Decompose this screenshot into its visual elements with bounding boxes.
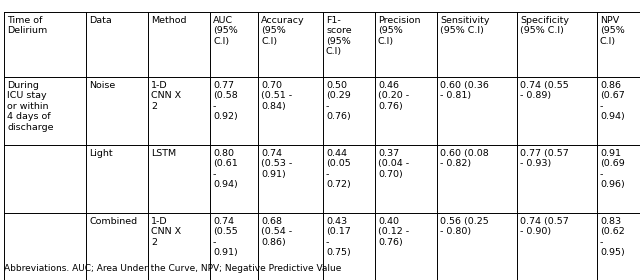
Text: Light: Light	[89, 149, 113, 158]
Text: Abbreviations. AUC; Area Under the Curve, NPV; Negative Predictive Value: Abbreviations. AUC; Area Under the Curve…	[4, 264, 341, 273]
Text: 0.74
(0.53 -
0.91): 0.74 (0.53 - 0.91)	[261, 149, 292, 179]
Text: 0.43
(0.17
-
0.75): 0.43 (0.17 - 0.75)	[326, 217, 351, 257]
Text: 0.70
(0.51 -
0.84): 0.70 (0.51 - 0.84)	[261, 81, 292, 111]
Text: Specificity
(95% C.I): Specificity (95% C.I)	[520, 16, 569, 35]
Text: 0.68
(0.54 -
0.86): 0.68 (0.54 - 0.86)	[261, 217, 292, 247]
Text: 0.91
(0.69
-
0.96): 0.91 (0.69 - 0.96)	[600, 149, 625, 189]
Text: Sensitivity
(95% C.I): Sensitivity (95% C.I)	[440, 16, 490, 35]
Text: 0.60 (0.08
- 0.82): 0.60 (0.08 - 0.82)	[440, 149, 489, 168]
Text: Time of
Delirium: Time of Delirium	[7, 16, 47, 35]
Text: Data: Data	[89, 16, 112, 25]
Text: 0.86
(0.67
-
0.94): 0.86 (0.67 - 0.94)	[600, 81, 625, 121]
Text: 1-D
CNN X
2: 1-D CNN X 2	[151, 217, 181, 247]
Text: 0.83
(0.62
-
0.95): 0.83 (0.62 - 0.95)	[600, 217, 625, 257]
Text: NPV
(95%
C.I): NPV (95% C.I)	[600, 16, 625, 46]
Text: 0.77
(0.58
-
0.92): 0.77 (0.58 - 0.92)	[213, 81, 237, 121]
Text: AUC
(95%
C.I): AUC (95% C.I)	[213, 16, 237, 46]
Text: 0.60 (0.36
- 0.81): 0.60 (0.36 - 0.81)	[440, 81, 489, 101]
Text: During
ICU stay
or within
4 days of
discharge: During ICU stay or within 4 days of disc…	[7, 81, 54, 132]
Text: 0.37
(0.04 -
0.70): 0.37 (0.04 - 0.70)	[378, 149, 409, 179]
Text: 0.40
(0.12 -
0.76): 0.40 (0.12 - 0.76)	[378, 217, 409, 247]
Text: Combined: Combined	[89, 217, 137, 226]
Text: Accuracy
(95%
C.I): Accuracy (95% C.I)	[261, 16, 305, 46]
Text: 0.80
(0.61
-
0.94): 0.80 (0.61 - 0.94)	[213, 149, 237, 189]
Text: Method: Method	[151, 16, 186, 25]
Text: 0.44
(0.05
-
0.72): 0.44 (0.05 - 0.72)	[326, 149, 351, 189]
Text: Noise: Noise	[89, 81, 115, 90]
Text: F1-
score
(95%
C.I): F1- score (95% C.I)	[326, 16, 351, 56]
Text: 0.46
(0.20 -
0.76): 0.46 (0.20 - 0.76)	[378, 81, 409, 111]
Text: 0.74 (0.55
- 0.89): 0.74 (0.55 - 0.89)	[520, 81, 569, 101]
Text: Precision
(95%
C.I): Precision (95% C.I)	[378, 16, 420, 46]
Text: 0.74 (0.57
- 0.90): 0.74 (0.57 - 0.90)	[520, 217, 569, 236]
Text: 0.56 (0.25
- 0.80): 0.56 (0.25 - 0.80)	[440, 217, 489, 236]
Text: 0.50
(0.29
-
0.76): 0.50 (0.29 - 0.76)	[326, 81, 351, 121]
Text: 0.77 (0.57
- 0.93): 0.77 (0.57 - 0.93)	[520, 149, 569, 168]
Text: LSTM: LSTM	[151, 149, 176, 158]
Text: 0.74
(0.55
-
0.91): 0.74 (0.55 - 0.91)	[213, 217, 237, 257]
Text: 1-D
CNN X
2: 1-D CNN X 2	[151, 81, 181, 111]
